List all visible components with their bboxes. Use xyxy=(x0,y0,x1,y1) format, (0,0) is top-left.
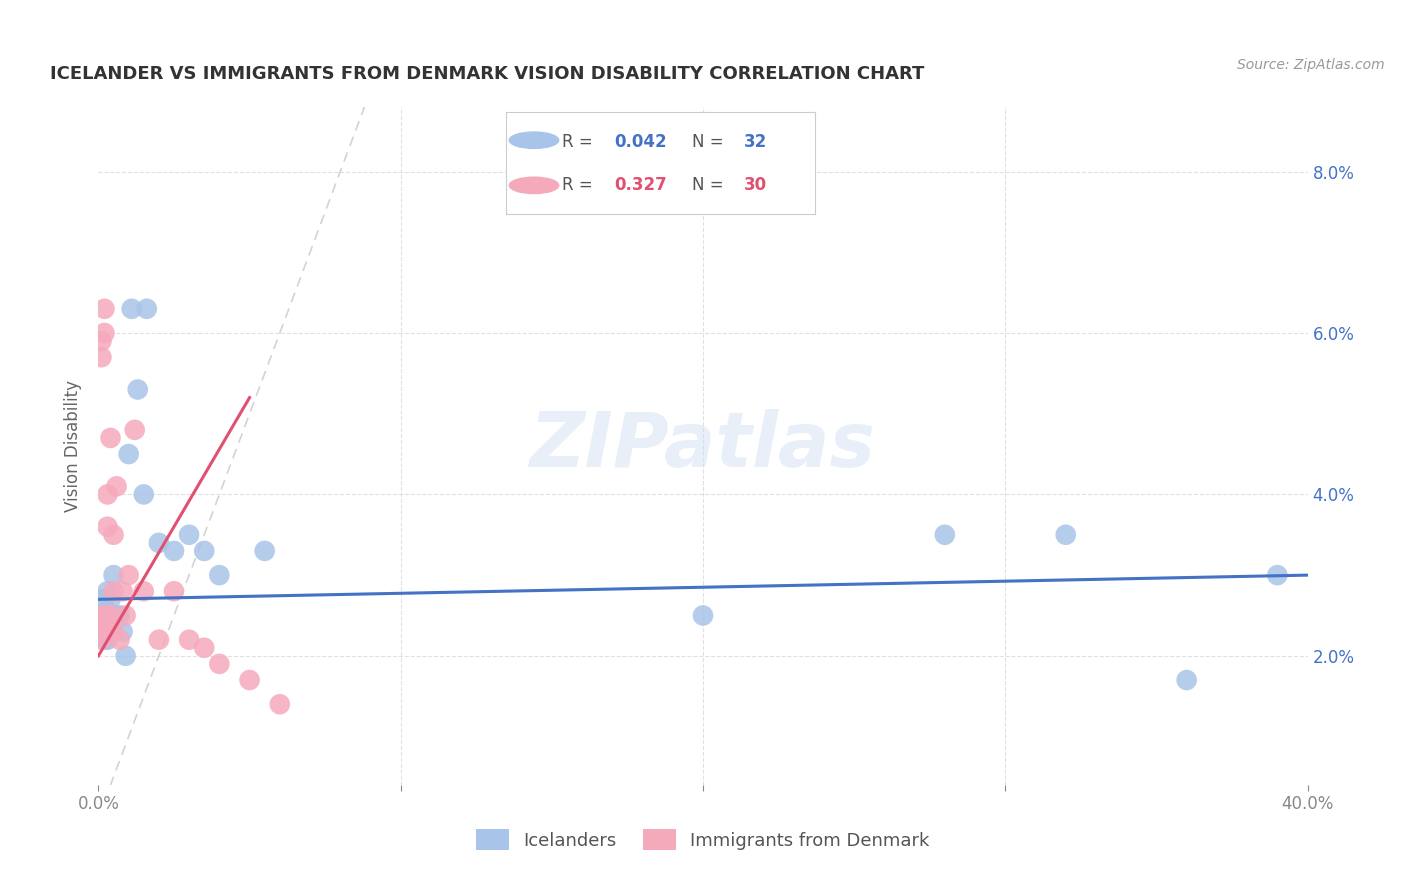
Point xyxy=(179,528,201,542)
Point xyxy=(100,608,122,623)
Point xyxy=(93,616,115,631)
Point xyxy=(96,608,118,623)
Point xyxy=(90,350,112,364)
Text: 32: 32 xyxy=(744,133,768,152)
Text: R =: R = xyxy=(562,133,598,152)
Text: 0.327: 0.327 xyxy=(614,177,668,194)
Point xyxy=(148,632,170,647)
Point xyxy=(118,568,141,582)
Point xyxy=(111,624,134,639)
Point xyxy=(208,568,231,582)
Text: ZIPatlas: ZIPatlas xyxy=(530,409,876,483)
Point xyxy=(96,487,118,501)
Point xyxy=(90,616,112,631)
Circle shape xyxy=(509,178,558,194)
Point xyxy=(193,640,215,655)
Point xyxy=(108,632,131,647)
Point xyxy=(239,673,262,687)
Text: N =: N = xyxy=(692,133,728,152)
Point xyxy=(121,301,143,316)
Point xyxy=(111,584,134,599)
Point xyxy=(179,632,201,647)
Point xyxy=(103,568,125,582)
Point xyxy=(96,624,118,639)
Text: N =: N = xyxy=(692,177,728,194)
Point xyxy=(96,519,118,533)
Point xyxy=(269,698,291,712)
Point xyxy=(103,584,125,599)
Text: R =: R = xyxy=(562,177,598,194)
Point xyxy=(692,608,714,623)
Point xyxy=(100,592,122,607)
Point xyxy=(90,334,112,348)
Text: ICELANDER VS IMMIGRANTS FROM DENMARK VISION DISABILITY CORRELATION CHART: ICELANDER VS IMMIGRANTS FROM DENMARK VIS… xyxy=(51,65,924,83)
Point xyxy=(1054,528,1077,542)
Point xyxy=(105,608,128,623)
Point xyxy=(193,544,215,558)
Point xyxy=(253,544,276,558)
Point xyxy=(1267,568,1289,582)
Point xyxy=(148,536,170,550)
Point xyxy=(163,544,186,558)
Point xyxy=(93,600,115,615)
Point xyxy=(90,592,112,607)
Point xyxy=(90,632,112,647)
Point xyxy=(132,584,155,599)
Point xyxy=(100,608,122,623)
Point xyxy=(96,632,118,647)
Point xyxy=(208,657,231,671)
Point xyxy=(124,423,146,437)
Text: 30: 30 xyxy=(744,177,768,194)
Point xyxy=(100,431,122,445)
Point xyxy=(1175,673,1198,687)
Point xyxy=(127,383,149,397)
Circle shape xyxy=(509,132,558,148)
Y-axis label: Vision Disability: Vision Disability xyxy=(65,380,83,512)
Point xyxy=(96,584,118,599)
Point xyxy=(103,624,125,639)
Point xyxy=(105,479,128,493)
Point xyxy=(90,608,112,623)
Point xyxy=(114,648,136,663)
Text: Source: ZipAtlas.com: Source: ZipAtlas.com xyxy=(1237,58,1385,72)
Text: 0.042: 0.042 xyxy=(614,133,666,152)
Point xyxy=(163,584,186,599)
Point xyxy=(132,487,155,501)
Point xyxy=(103,528,125,542)
Point xyxy=(93,301,115,316)
Point xyxy=(90,608,112,623)
Point xyxy=(934,528,956,542)
Point xyxy=(103,616,125,631)
Point xyxy=(96,608,118,623)
Point xyxy=(108,608,131,623)
Point xyxy=(93,632,115,647)
Point xyxy=(93,326,115,340)
Point xyxy=(114,608,136,623)
Point xyxy=(118,447,141,461)
Point xyxy=(135,301,157,316)
Legend: Icelanders, Immigrants from Denmark: Icelanders, Immigrants from Denmark xyxy=(470,822,936,857)
